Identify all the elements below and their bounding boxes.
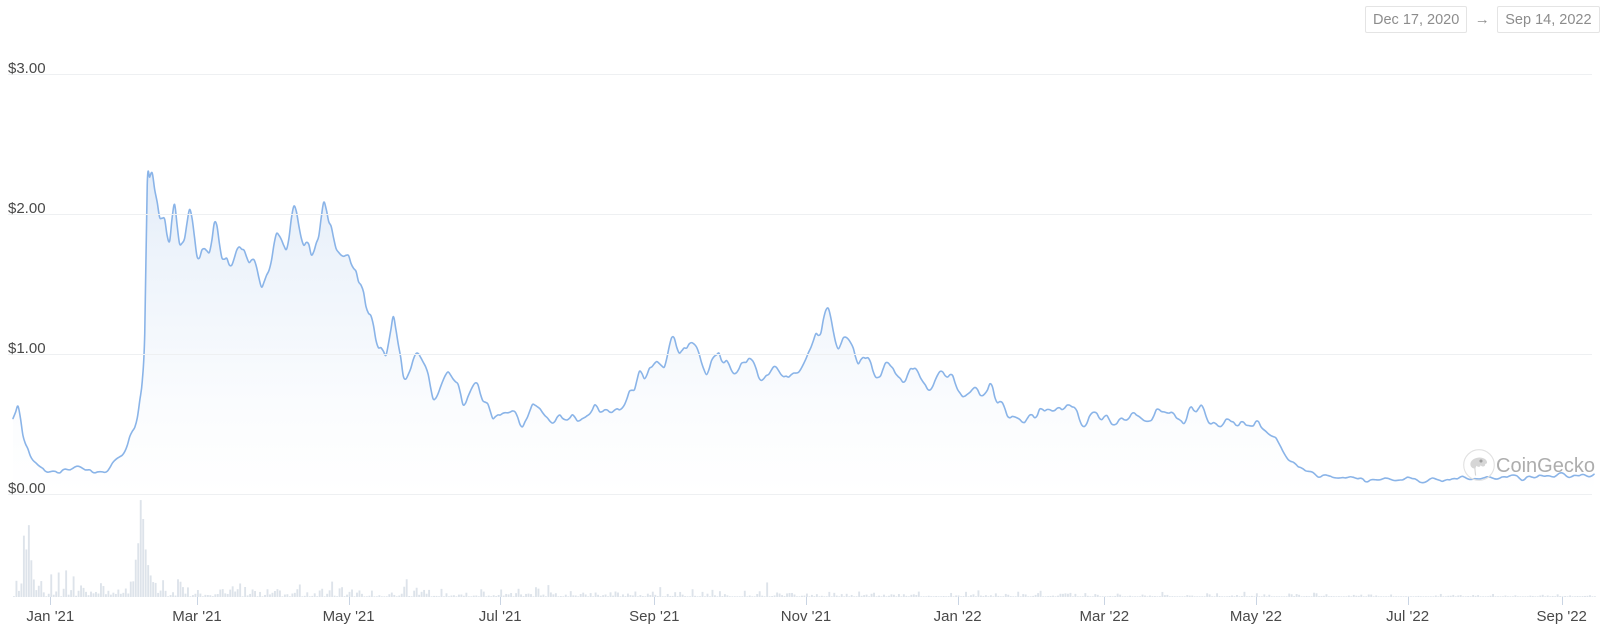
- svg-text:CoinGecko: CoinGecko: [1496, 455, 1595, 477]
